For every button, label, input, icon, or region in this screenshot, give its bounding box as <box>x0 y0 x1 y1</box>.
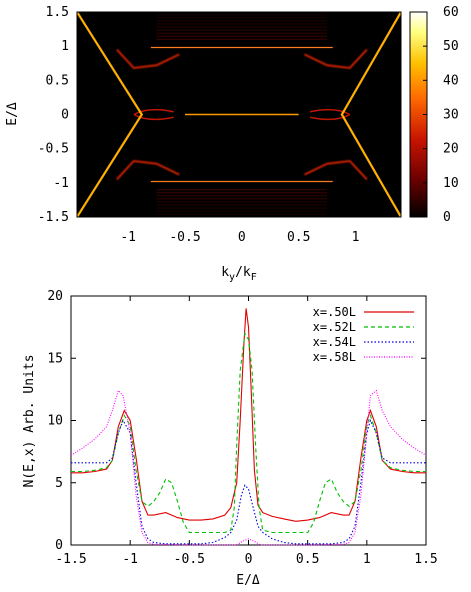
line-y-tick-label: 15 <box>47 351 63 366</box>
colorbar-ticks: 60 50 40 30 20 10 0 <box>423 5 459 225</box>
heatmap-y-tick-label: -1 <box>53 176 69 191</box>
series-line-3 <box>71 418 426 545</box>
heatmap-x-axis-label: ky/kF <box>221 265 257 283</box>
zero-mode-lobe <box>309 113 351 121</box>
colorbar-tick-label: 50 <box>443 39 459 54</box>
line-x-tick-label: 0.5 <box>296 552 319 567</box>
dos-line-chart: -1.5 -1 -0.5 0 0.5 1 1.5 0 5 10 15 20 x=.50Lx=.52L… <box>22 289 438 588</box>
colorbar-tick-label: 20 <box>443 142 459 157</box>
heatmap-y-tick-label: 0 <box>61 108 69 123</box>
line-x-tick-label: -1 <box>122 552 138 567</box>
line-y-tick-label: 5 <box>55 476 63 491</box>
line-x-ticks: -1.5 -1 -0.5 0 0.5 1 1.5 <box>55 296 438 567</box>
legend-label: x=.50L <box>313 305 356 319</box>
legend-label: x=.52L <box>313 320 356 334</box>
heatmap-features <box>77 12 401 217</box>
heatmap-x-tick-label: -1 <box>120 230 136 245</box>
heatmap-x-tick-label: -0.5 <box>169 230 200 245</box>
line-y-tick-label: 0 <box>55 538 63 553</box>
line-x-tick-label: 1.5 <box>414 552 437 567</box>
line-x-tick-label: -0.5 <box>174 552 205 567</box>
colorbar-tick-label: 30 <box>443 108 459 123</box>
heatmap-y-tick-label: -1.5 <box>38 210 69 225</box>
heatmap-x-tick-label: 0 <box>238 230 246 245</box>
heatmap-y-tick-label: -0.5 <box>38 142 69 157</box>
legend-label: x=.54L <box>313 335 356 349</box>
heatmap-y-axis-label: E/Δ <box>5 102 20 126</box>
series-line-2 <box>71 331 426 534</box>
line-x-tick-label: -1.5 <box>55 552 86 567</box>
line-y-tick-label: 20 <box>47 289 63 304</box>
bound-state-arc <box>116 48 180 70</box>
line-y-ticks: 0 5 10 15 20 <box>47 289 426 553</box>
line-y-axis-label: N(E,x) Arb. Units <box>22 354 37 487</box>
line-series-group <box>70 308 427 546</box>
colorbar-tick-label: 40 <box>443 73 459 88</box>
heatmap-y-ticks: 1.5 1 0.5 0 -0.5 -1 -1.5 <box>38 5 82 225</box>
heatmap-y-tick-label: 0.5 <box>46 73 69 88</box>
zero-mode-lobe <box>309 108 351 116</box>
line-y-tick-label: 10 <box>47 414 63 429</box>
colorbar-tick-label: 10 <box>443 176 459 191</box>
line-x-tick-label: 1 <box>363 552 371 567</box>
line-x-tick-label: 0 <box>245 552 253 567</box>
heatmap-x-tick-label: 0.5 <box>287 230 310 245</box>
colorbar-tick-label: 60 <box>443 5 459 20</box>
bound-state-arc <box>303 48 368 70</box>
series-line-4 <box>70 389 427 546</box>
line-x-axis-label: E/Δ <box>236 573 260 588</box>
edge-state-branch <box>340 12 401 217</box>
legend-label: x=.58L <box>313 350 356 364</box>
edge-state-branch <box>77 12 144 217</box>
heatmap-x-ticks: -1 -0.5 0 0.5 1 <box>120 212 359 245</box>
colorbar-tick-label: 0 <box>443 210 451 225</box>
heatmap-y-tick-label: 1 <box>61 39 69 54</box>
zero-mode-lobe <box>133 108 174 116</box>
zero-mode-lobe <box>133 113 174 121</box>
bound-state-arc <box>303 159 368 181</box>
heatmap-y-tick-label: 1.5 <box>46 5 69 20</box>
heatmap-chart: -1 -0.5 0 0.5 1 1.5 1 0.5 0 -0.5 -1 -1.5 ky/kF E/Δ… <box>5 5 459 283</box>
series-line-1 <box>71 308 426 522</box>
bound-state-arc <box>116 159 180 181</box>
heatmap-x-tick-label: 1 <box>352 230 360 245</box>
